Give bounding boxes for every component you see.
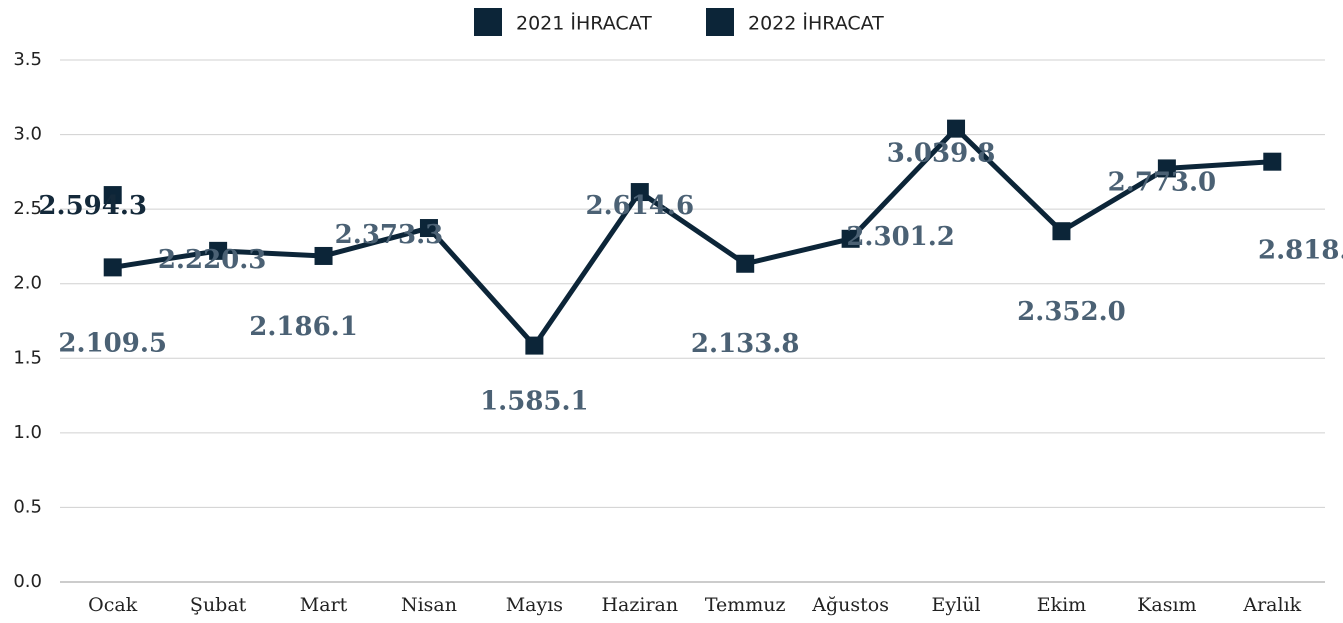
y-tick-label: 3.5 <box>13 49 42 70</box>
x-tick-label: Temmuz <box>705 594 786 616</box>
point-marker <box>419 219 438 238</box>
data-label: 2.220.3 <box>158 245 267 275</box>
y-tick-label: 3.0 <box>13 124 42 145</box>
data-label: 2.301.2 <box>846 222 955 252</box>
data-label: 1.585.1 <box>480 387 589 417</box>
data-label: 2.352.0 <box>1017 297 1126 327</box>
x-tick-label: Mart <box>300 594 348 616</box>
x-tick-label: Şubat <box>190 594 247 616</box>
y-tick-label: 0.0 <box>13 571 42 592</box>
point-marker <box>841 229 860 248</box>
x-tick-label: Haziran <box>601 594 678 616</box>
y-tick-label: 2.5 <box>13 198 42 219</box>
legend-label: 2022 İHRACAT <box>748 12 884 35</box>
data-label: 3.039.8 <box>887 139 996 169</box>
data-label: 2.773.0 <box>1108 167 1217 197</box>
data-label: 2.818.2 <box>1258 236 1343 266</box>
legend-swatch <box>474 8 502 36</box>
point-marker <box>947 119 966 138</box>
data-label: 2.133.8 <box>691 329 800 359</box>
point-marker <box>314 246 333 265</box>
x-tick-label: Aralık <box>1242 594 1301 616</box>
y-tick-label: 1.5 <box>13 347 42 368</box>
series-line <box>112 126 1273 349</box>
point-marker <box>103 186 122 205</box>
x-tick-label: Ocak <box>88 594 138 616</box>
point-marker <box>103 258 122 277</box>
x-tick-label: Ağustos <box>811 594 889 616</box>
point-marker <box>1263 152 1282 171</box>
point-marker <box>1052 222 1071 241</box>
y-tick-label: 1.0 <box>13 422 42 443</box>
x-tick-label: Eylül <box>932 594 981 616</box>
point-marker <box>630 183 649 202</box>
data-label: 2.109.5 <box>58 328 167 358</box>
point-marker <box>736 254 755 273</box>
x-tick-label: Mayıs <box>506 594 563 616</box>
point-marker <box>525 336 544 355</box>
y-tick-label: 2.0 <box>13 273 42 294</box>
y-tick-label: 0.5 <box>13 496 42 517</box>
x-tick-label: Ekim <box>1037 594 1086 616</box>
data-label: 2.373.3 <box>335 220 444 250</box>
data-label: 2.594.3 <box>38 191 147 221</box>
point-marker <box>209 241 228 260</box>
data-label: 2.186.1 <box>249 312 358 342</box>
x-tick-label: Kasım <box>1137 594 1196 616</box>
legend-label: 2021 İHRACAT <box>516 12 652 35</box>
point-marker <box>1157 159 1176 178</box>
legend-swatch <box>706 8 734 36</box>
x-tick-label: Nisan <box>401 594 457 616</box>
data-label: 2.614.6 <box>586 191 695 221</box>
